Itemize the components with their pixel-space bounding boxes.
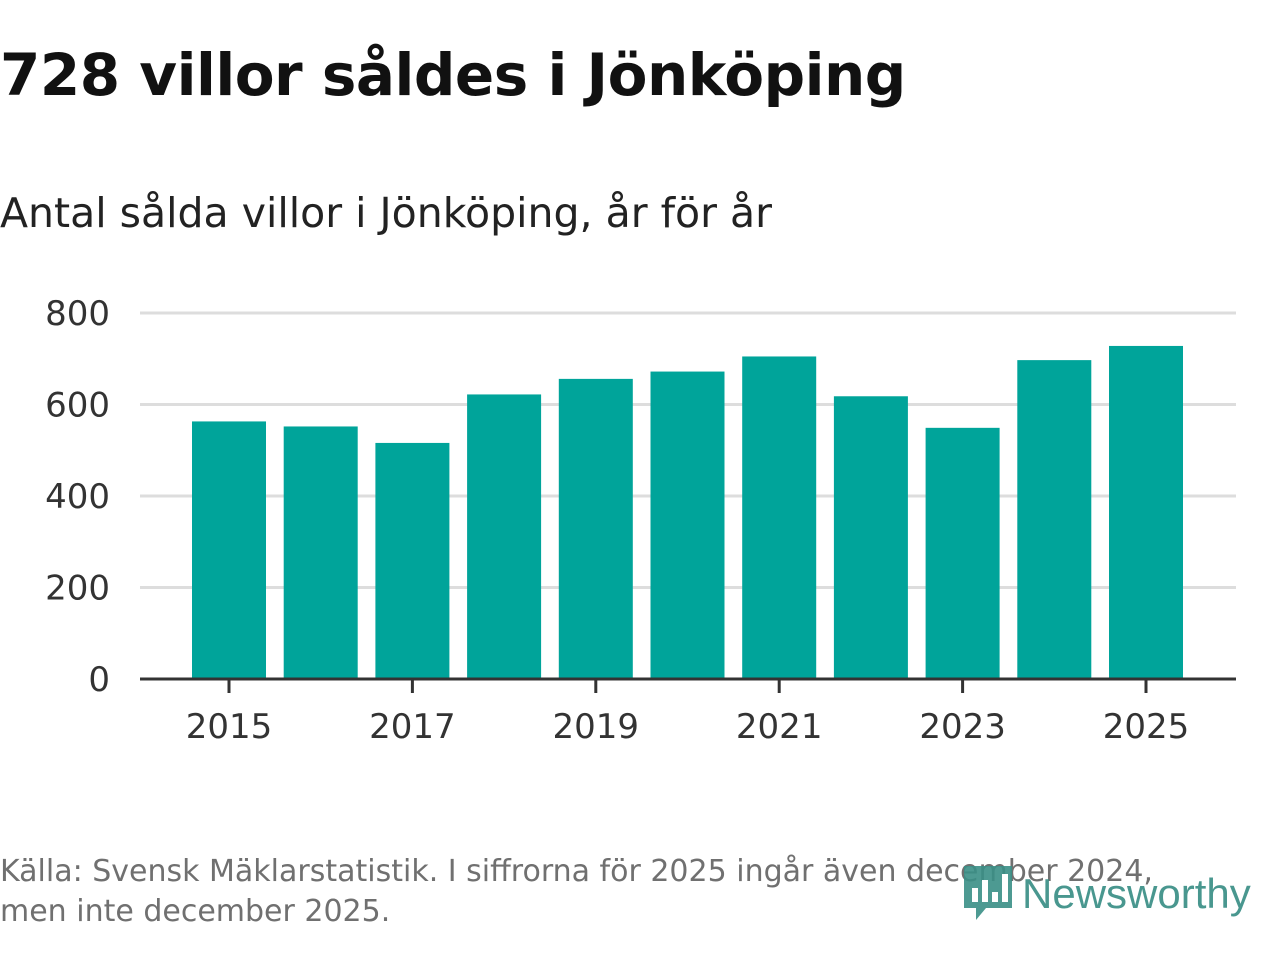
y-tick-label: 600 <box>45 386 110 426</box>
newsworthy-logo: Newsworthy <box>960 862 1251 926</box>
x-tick-label: 2023 <box>919 707 1006 747</box>
bar-2018 <box>467 394 542 679</box>
bar-2023 <box>925 427 1000 679</box>
x-tick-label: 2017 <box>369 707 456 747</box>
bar-chart: 0 200 400 600 800 2015 2017 2019 2021 2023 2025 <box>45 294 1236 747</box>
y-tick-label: 0 <box>88 660 110 700</box>
y-tick-label: 200 <box>45 569 110 609</box>
bar-2015 <box>192 421 266 679</box>
chart-subtitle: Antal sålda villor i Jönköping, år för å… <box>0 189 772 237</box>
x-tick-label: 2021 <box>736 707 823 747</box>
bars <box>192 345 1183 679</box>
bar-2025 <box>1109 345 1183 679</box>
x-tick-label: 2019 <box>553 707 640 747</box>
y-tick-label: 800 <box>45 294 110 334</box>
source-note: Källa: Svensk Mäklarstatistik. I siffror… <box>0 852 1210 932</box>
bar-2019 <box>558 378 633 679</box>
x-tick-label: 2025 <box>1103 707 1190 747</box>
bar-2017 <box>375 442 450 679</box>
bar-2024 <box>1017 360 1092 679</box>
chart-title: 728 villor såldes i Jönköping <box>0 41 906 109</box>
bar-2021 <box>742 356 817 679</box>
newsworthy-logo-text: Newsworthy <box>1022 870 1251 917</box>
bar-2022 <box>833 396 908 679</box>
newsworthy-logo-icon <box>964 866 1012 920</box>
y-tick-label: 400 <box>45 477 110 517</box>
axes: 0 200 400 600 800 2015 2017 2019 2021 2023 2025 <box>45 294 1236 747</box>
bar-2016 <box>283 426 358 679</box>
x-tick-label: 2015 <box>186 707 273 747</box>
bar-2020 <box>650 371 725 679</box>
source-note-line-1: Källa: Svensk Mäklarstatistik. I siffror… <box>0 854 1153 889</box>
source-note-line-2: men inte december 2025. <box>0 894 391 929</box>
